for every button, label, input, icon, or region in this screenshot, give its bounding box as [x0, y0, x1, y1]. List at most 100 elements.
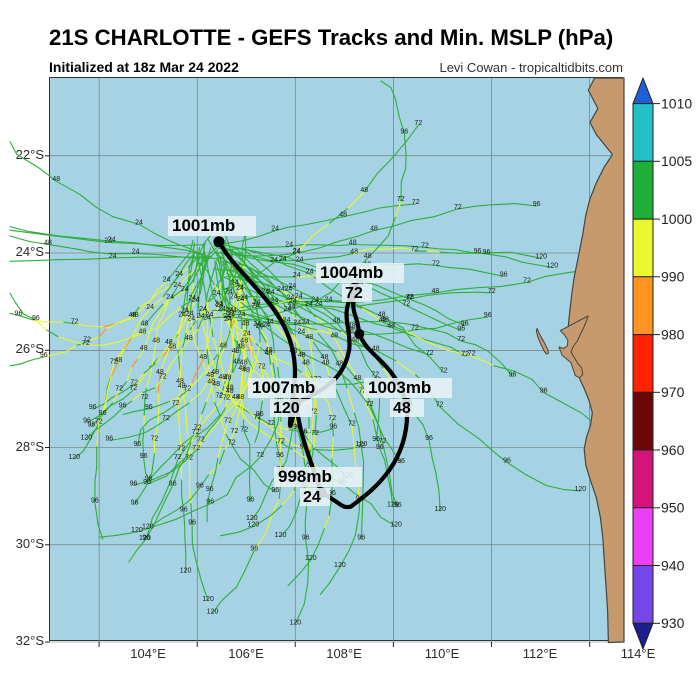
svg-text:72: 72 [95, 419, 103, 426]
svg-text:998mb: 998mb [278, 467, 332, 486]
svg-text:72: 72 [358, 442, 366, 449]
svg-text:72: 72 [71, 319, 79, 326]
svg-text:24: 24 [108, 236, 116, 243]
svg-text:72: 72 [366, 401, 374, 408]
svg-text:72: 72 [454, 204, 462, 211]
svg-text:24: 24 [277, 286, 285, 293]
svg-text:24: 24 [253, 321, 261, 328]
svg-text:24: 24 [181, 307, 189, 314]
svg-text:48: 48 [364, 253, 372, 260]
svg-text:24: 24 [146, 304, 154, 311]
svg-text:96: 96 [130, 480, 138, 487]
svg-text:24: 24 [229, 308, 237, 315]
svg-text:24: 24 [267, 289, 275, 296]
svg-text:48: 48 [207, 378, 215, 385]
svg-text:48: 48 [224, 375, 232, 382]
svg-text:24: 24 [240, 294, 248, 301]
svg-text:930: 930 [661, 615, 685, 631]
svg-text:24: 24 [279, 256, 287, 263]
svg-text:120: 120 [289, 619, 301, 626]
svg-text:72: 72 [415, 120, 423, 127]
svg-text:72: 72 [411, 325, 419, 332]
svg-text:72: 72 [256, 452, 264, 459]
svg-text:96: 96 [400, 128, 408, 135]
svg-text:48: 48 [141, 321, 149, 328]
svg-text:48: 48 [226, 385, 234, 392]
svg-text:940: 940 [661, 557, 685, 573]
svg-text:96: 96 [105, 436, 113, 443]
svg-text:120: 120 [80, 435, 92, 442]
svg-text:48: 48 [242, 321, 250, 328]
svg-text:48: 48 [52, 176, 60, 183]
svg-text:1001mb: 1001mb [172, 216, 235, 235]
svg-text:48: 48 [237, 394, 245, 401]
svg-text:24: 24 [243, 330, 251, 337]
svg-text:48: 48 [350, 248, 358, 255]
svg-text:72: 72 [523, 277, 531, 284]
svg-text:96: 96 [372, 436, 380, 443]
svg-text:96: 96 [119, 403, 127, 410]
svg-text:72: 72 [194, 425, 202, 432]
svg-text:72: 72 [267, 420, 275, 427]
svg-text:72: 72 [151, 435, 159, 442]
svg-text:72: 72 [348, 420, 356, 427]
svg-text:72: 72 [177, 445, 185, 452]
svg-text:48: 48 [322, 360, 330, 367]
svg-text:48: 48 [349, 240, 357, 247]
svg-text:980: 980 [661, 326, 685, 342]
svg-text:24: 24 [135, 219, 143, 226]
svg-text:120: 120 [139, 535, 151, 542]
svg-text:96: 96 [483, 249, 491, 256]
svg-text:96: 96 [474, 248, 482, 255]
svg-text:24: 24 [284, 306, 292, 313]
svg-text:48: 48 [298, 352, 306, 359]
svg-text:96: 96 [143, 479, 151, 486]
svg-text:96: 96 [250, 545, 258, 552]
svg-text:1000: 1000 [661, 211, 692, 227]
svg-text:96: 96 [89, 404, 97, 411]
svg-text:1005: 1005 [661, 153, 692, 169]
svg-text:120: 120 [273, 400, 300, 417]
svg-text:96: 96 [540, 388, 548, 395]
svg-text:24: 24 [270, 257, 278, 264]
svg-text:72: 72 [159, 374, 167, 381]
svg-text:96: 96 [461, 320, 469, 327]
svg-text:120: 120 [202, 596, 214, 603]
svg-text:72: 72 [345, 285, 363, 302]
svg-text:48: 48 [333, 318, 341, 325]
svg-text:72: 72 [468, 351, 476, 358]
svg-text:24: 24 [181, 286, 189, 293]
svg-text:96: 96 [503, 457, 511, 464]
svg-text:48: 48 [139, 329, 147, 336]
svg-text:96: 96 [425, 435, 433, 442]
svg-text:96: 96 [91, 498, 99, 505]
svg-text:48: 48 [393, 400, 411, 417]
svg-text:96: 96 [32, 315, 40, 322]
svg-text:960: 960 [661, 441, 685, 457]
svg-text:120: 120 [334, 562, 346, 569]
svg-text:24: 24 [303, 489, 321, 506]
svg-text:120: 120 [207, 608, 219, 615]
svg-text:1010: 1010 [661, 95, 692, 111]
svg-text:24: 24 [224, 316, 232, 323]
svg-text:970: 970 [661, 384, 685, 400]
svg-text:48: 48 [406, 294, 414, 301]
svg-text:24: 24 [218, 306, 226, 313]
svg-text:48: 48 [360, 187, 368, 194]
svg-text:96: 96 [145, 404, 153, 411]
svg-text:72: 72 [172, 400, 180, 407]
svg-text:1004mb: 1004mb [320, 263, 383, 282]
svg-text:96: 96 [533, 201, 541, 208]
svg-text:1007mb: 1007mb [252, 378, 315, 397]
svg-text:120: 120 [434, 506, 446, 513]
svg-text:96: 96 [509, 372, 517, 379]
svg-text:48: 48 [379, 317, 387, 324]
svg-text:48: 48 [305, 334, 313, 341]
svg-text:48: 48 [44, 239, 52, 246]
svg-text:24: 24 [206, 311, 214, 318]
svg-text:48: 48 [185, 335, 193, 342]
svg-text:24: 24 [163, 277, 171, 284]
svg-text:96: 96 [188, 520, 196, 527]
svg-text:48: 48 [219, 342, 227, 349]
svg-text:120: 120 [275, 532, 287, 539]
